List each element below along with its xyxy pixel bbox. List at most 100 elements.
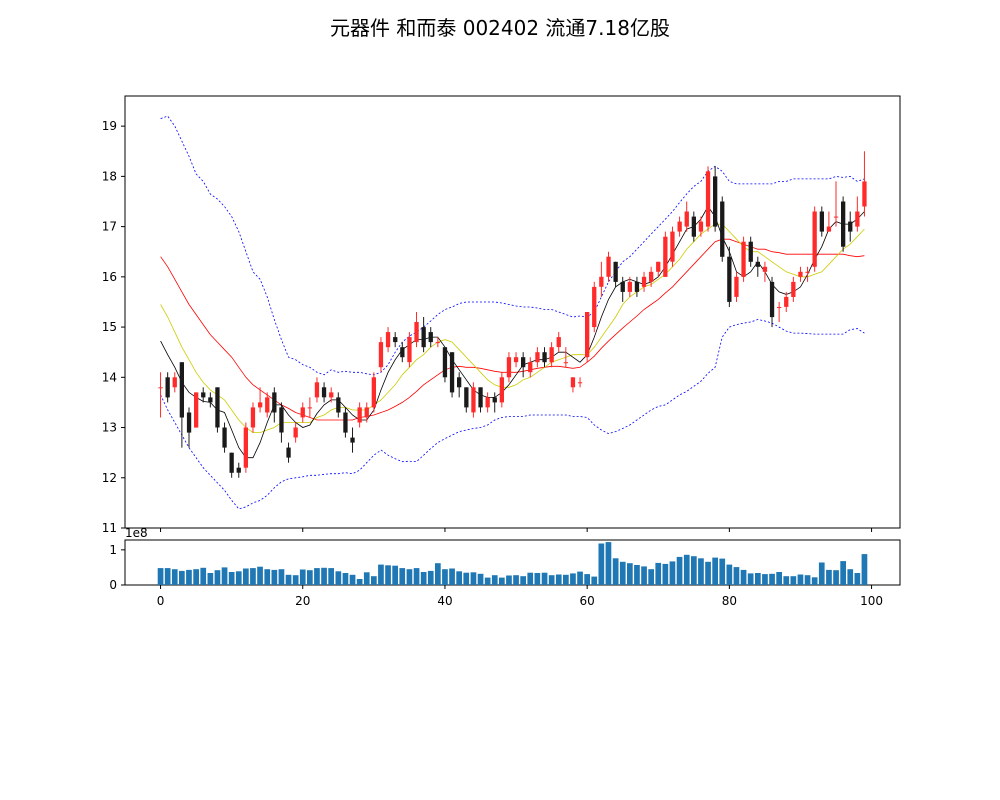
candle-body	[428, 332, 433, 343]
ma5-line	[160, 205, 865, 459]
volume-bar	[619, 561, 626, 585]
volume-bar	[577, 571, 583, 585]
volume-bar	[612, 558, 619, 585]
candle-body	[457, 377, 462, 388]
candle-body	[798, 271, 803, 277]
volume-bar	[413, 568, 420, 585]
volume-bar	[591, 576, 598, 585]
price-y-tick-label: 12	[102, 471, 117, 485]
candle-body	[435, 342, 440, 344]
candle-body	[314, 382, 320, 398]
volume-bar	[584, 574, 590, 585]
candle-body	[841, 201, 846, 247]
candle-body	[478, 387, 483, 408]
volume-bar	[470, 572, 477, 585]
volume-bar	[243, 568, 249, 585]
volume-bar	[271, 569, 278, 585]
volume-bar	[818, 562, 825, 585]
volume-bar	[847, 569, 854, 585]
volume-bar	[363, 572, 370, 585]
volume-bar	[854, 573, 861, 585]
candle-body	[300, 407, 305, 418]
candle-body	[449, 352, 455, 393]
candle-body	[165, 377, 170, 398]
volume-bar	[420, 572, 427, 585]
volume-bar	[214, 570, 221, 585]
volume-bar	[456, 571, 462, 585]
volume-bar	[570, 573, 576, 585]
candle-body	[577, 382, 583, 384]
volume-bar	[499, 577, 505, 585]
volume-bar	[705, 561, 711, 585]
candle-body	[755, 261, 760, 267]
price-y-tick-label: 14	[102, 370, 117, 384]
volume-bar	[676, 556, 683, 585]
price-y-tick-label: 16	[102, 270, 117, 284]
volume-bar	[278, 569, 285, 585]
price-y-tick-label: 19	[102, 119, 117, 133]
candle-body	[321, 387, 327, 398]
volume-bar	[257, 566, 263, 585]
volume-bar	[527, 572, 534, 585]
price-y-tick-label: 15	[102, 320, 117, 334]
candle-body	[848, 221, 853, 232]
volume-bar	[491, 575, 498, 585]
ma10-line	[160, 223, 865, 434]
volume-bar	[733, 567, 740, 585]
volume-y-tick-label: 1	[109, 543, 117, 557]
candle-body	[535, 352, 540, 363]
candle-body	[549, 347, 554, 363]
candle-body	[684, 211, 689, 227]
candle-body	[286, 447, 291, 458]
candle-body	[329, 392, 334, 398]
volume-bar	[392, 565, 398, 585]
volume-bar	[285, 574, 292, 585]
x-tick-label: 0	[157, 594, 165, 608]
volume-bar	[349, 574, 356, 585]
volume-bar	[769, 573, 775, 586]
candle-body	[727, 256, 732, 302]
volume-bar	[776, 572, 782, 585]
volume-bar	[641, 566, 647, 585]
candle-body	[307, 407, 312, 409]
candle-body	[855, 211, 860, 227]
candle-body	[812, 211, 817, 267]
candle-body	[791, 281, 796, 297]
volume-bar	[477, 573, 484, 586]
candle-body	[599, 276, 604, 287]
volume-bar	[356, 579, 363, 585]
volume-bar	[605, 542, 612, 585]
candle-body	[222, 427, 227, 448]
volume-bar	[627, 563, 633, 585]
candle-body	[613, 261, 618, 282]
x-tick-label: 60	[580, 594, 595, 608]
candle-body	[720, 201, 725, 257]
candle-body	[620, 281, 625, 292]
price-y-tick-label: 18	[102, 169, 117, 183]
volume-bar	[698, 558, 704, 585]
candle-body	[563, 362, 568, 364]
candle-body	[670, 231, 675, 262]
candle-body	[784, 296, 789, 307]
volume-bar	[335, 571, 342, 585]
price-y-tick-label: 17	[102, 220, 117, 234]
volume-panel: 0 1 1e8 0 20 40 60 80 100	[109, 526, 901, 608]
candle-body	[343, 412, 348, 433]
volume-bar	[563, 574, 569, 585]
candle-body	[293, 427, 298, 438]
candle-body	[464, 387, 469, 408]
candle-body	[698, 221, 704, 232]
volume-bar	[740, 569, 747, 585]
candle-body	[705, 171, 711, 227]
volume-bar	[371, 576, 377, 585]
volume-bar	[669, 561, 676, 585]
candle-body	[542, 352, 547, 363]
candle-body	[400, 347, 405, 358]
candle-body	[336, 397, 341, 413]
candle-body	[649, 271, 654, 282]
upper-band-line	[160, 115, 865, 376]
candle-body	[570, 377, 576, 388]
candle-body	[215, 387, 220, 428]
volume-bar	[435, 563, 441, 585]
volume-bar	[655, 562, 662, 585]
